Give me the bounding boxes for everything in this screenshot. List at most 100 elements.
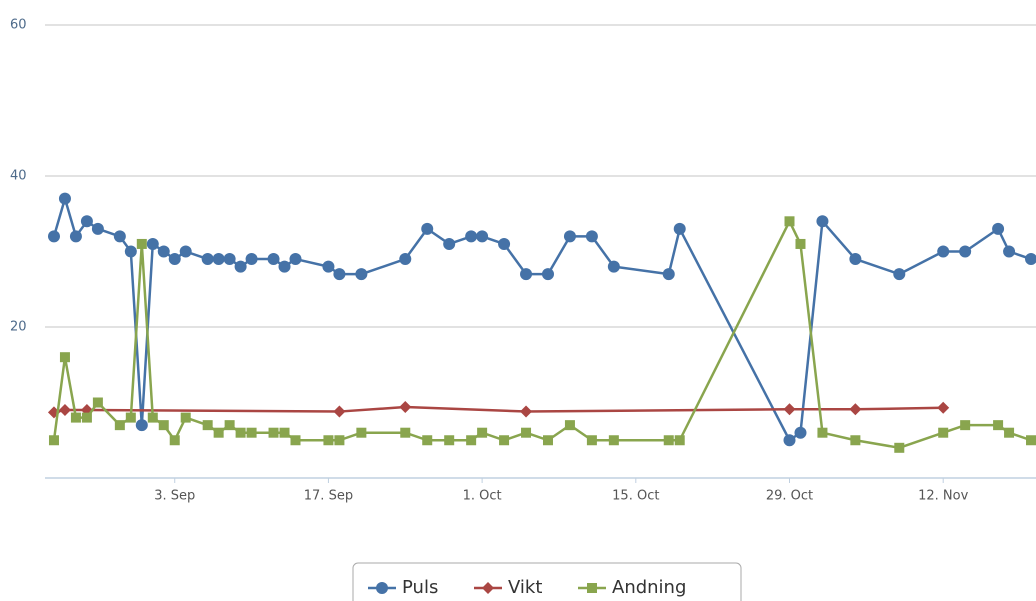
point [564, 420, 575, 431]
point [849, 253, 862, 266]
x-tick-label: 3. Sep [154, 489, 195, 504]
point [268, 427, 279, 438]
legend: Puls Vikt Andning [368, 577, 686, 598]
legend-symbol [587, 583, 597, 593]
y-tick-label: 40 [10, 169, 27, 184]
point [938, 427, 949, 438]
point [58, 404, 71, 417]
y-tick-label: 20 [10, 320, 27, 335]
point [894, 442, 905, 453]
point [224, 420, 235, 431]
point [146, 237, 159, 250]
point [333, 405, 346, 418]
point [234, 260, 247, 273]
point [125, 412, 136, 423]
point [521, 427, 532, 438]
legend-label: Puls [402, 577, 438, 598]
point [993, 420, 1004, 431]
point [992, 222, 1005, 235]
point [443, 237, 456, 250]
point [168, 253, 181, 266]
point [223, 253, 236, 266]
point [794, 426, 807, 439]
point [1026, 435, 1036, 446]
point [267, 253, 280, 266]
point [466, 435, 477, 446]
point [114, 420, 125, 431]
point [816, 215, 829, 228]
point [817, 427, 828, 438]
point [607, 260, 620, 273]
point [783, 434, 796, 447]
point [92, 397, 103, 408]
x-tick-label: 1. Oct [463, 489, 502, 504]
point [849, 403, 862, 416]
point [1025, 253, 1036, 266]
point [465, 230, 478, 243]
point [399, 401, 412, 414]
plot-area [47, 192, 1036, 453]
point [663, 435, 674, 446]
point [541, 268, 554, 281]
point [520, 268, 533, 281]
point [278, 260, 291, 273]
point [937, 245, 950, 258]
point [69, 230, 82, 243]
point [399, 253, 412, 266]
point [586, 435, 597, 446]
x-tick-label: 15. Oct [612, 489, 659, 504]
point [542, 435, 553, 446]
point [235, 427, 246, 438]
point [323, 435, 334, 446]
point [608, 435, 619, 446]
point [355, 268, 368, 281]
point [959, 245, 972, 258]
point [136, 238, 147, 249]
point [80, 215, 93, 228]
point [169, 435, 180, 446]
point [212, 253, 225, 266]
point [421, 222, 434, 235]
point [784, 216, 795, 227]
point [585, 230, 598, 243]
point [70, 412, 81, 423]
x-tick-label: 12. Nov [918, 489, 968, 504]
legend-symbol [482, 582, 494, 594]
series-line [53, 405, 944, 414]
point [47, 230, 60, 243]
point [850, 435, 861, 446]
point [444, 435, 455, 446]
point [477, 427, 488, 438]
point [246, 427, 257, 438]
point [1004, 427, 1015, 438]
point [400, 427, 411, 438]
point [498, 237, 511, 250]
point [202, 420, 213, 431]
point [422, 435, 433, 446]
point [1003, 245, 1016, 258]
point [937, 401, 950, 414]
x-tick-label: 29. Oct [766, 489, 813, 504]
series-line [52, 197, 1032, 442]
point [157, 245, 170, 258]
point [135, 419, 148, 432]
point [563, 230, 576, 243]
point [356, 427, 367, 438]
point [333, 268, 346, 281]
point [673, 222, 686, 235]
legend-box [352, 562, 742, 601]
point [113, 230, 126, 243]
point [783, 403, 796, 416]
point [322, 260, 335, 273]
point [91, 222, 104, 235]
legend-symbol [376, 582, 388, 594]
legend-label: Andning [612, 577, 686, 598]
series-line [52, 220, 1032, 450]
point [674, 435, 685, 446]
point [795, 238, 806, 249]
point [213, 427, 224, 438]
point [289, 253, 302, 266]
point [48, 435, 59, 446]
y-tick-label: 60 [10, 18, 27, 33]
